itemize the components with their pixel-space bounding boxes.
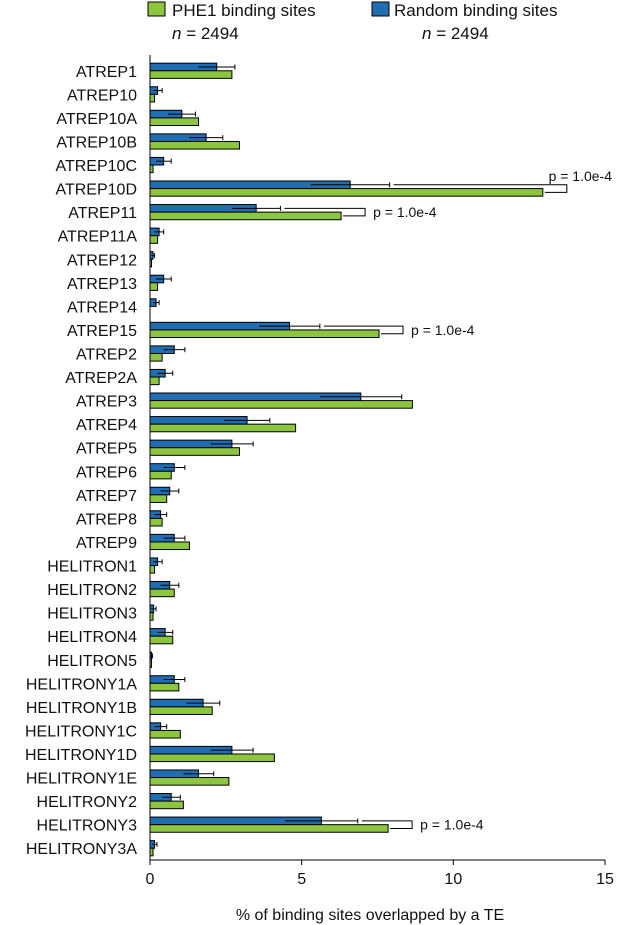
- p-value-label-helitrony3: p = 1.0e-4: [420, 817, 484, 833]
- bar-phe1-helitrony1c: [149, 729, 181, 739]
- bar-phe1-atrep10a: [149, 117, 200, 126]
- category-label-helitron3: HELITRON3: [47, 606, 137, 623]
- bar-phe1-helitrony1e: [149, 777, 230, 786]
- bar-phe1-atrep5: [149, 447, 240, 456]
- bar-phe1-atrep2: [149, 352, 163, 362]
- bar-phe1-atrep3: [149, 400, 413, 409]
- bar-phe1-atrep11a: [149, 235, 159, 244]
- bar-phe1-helitron2: [149, 588, 175, 598]
- category-label-helitrony1a: HELITRONY1A: [26, 676, 137, 693]
- category-labels: ATREP1 ATREP10 ATREP10A ATREP10B ATREP10C ATR…: [25, 64, 137, 858]
- bar-phe1-atrep8: [149, 517, 163, 527]
- bar-phe1-helitrony3: [149, 824, 389, 833]
- category-label-helitrony1b: HELITRONY1B: [26, 700, 137, 717]
- bar-phe1-helitron1: [149, 565, 156, 574]
- category-label-atrep13: ATREP13: [67, 276, 137, 293]
- legend-label-random: Random binding sites: [394, 1, 557, 20]
- bar-phe1-helitrony1b: [149, 706, 213, 715]
- x-axis-label: % of binding sites overlapped by a TE: [236, 907, 504, 924]
- category-label-atrep15: ATREP15: [67, 323, 137, 340]
- legend-n-value-random: = 2494: [436, 24, 488, 43]
- bar-phe1-atrep10b: [149, 140, 240, 150]
- x-tick-label-10: 10: [444, 871, 462, 888]
- legend-n-symbol-phe1: n: [172, 24, 181, 43]
- bar-phe1-helitron4: [149, 635, 174, 645]
- plot-area: [149, 62, 544, 857]
- x-axis: 0 5 10 15: [146, 55, 614, 888]
- legend-label-phe1: PHE1 binding sites: [172, 1, 316, 20]
- bar-phe1-atrep7: [149, 494, 168, 503]
- category-label-helitrony3a: HELITRONY3A: [26, 841, 137, 858]
- category-label-atrep8: ATREP8: [76, 511, 137, 528]
- category-label-atrep1: ATREP1: [76, 64, 137, 81]
- bar-phe1-atrep6: [149, 470, 172, 480]
- bar-phe1-atrep10: [149, 93, 156, 103]
- category-label-atrep10c: ATREP10C: [55, 158, 137, 175]
- category-label-helitrony1e: HELITRONY1E: [26, 771, 137, 788]
- category-label-atrep11a: ATREP11A: [58, 229, 138, 246]
- p-value-label-atrep10d: p = 1.0e-4: [549, 168, 613, 184]
- category-label-atrep5: ATREP5: [76, 441, 137, 458]
- significance-bracket-atrep15: [323, 325, 404, 335]
- significance-bracket-atrep11: [284, 207, 366, 217]
- p-value-label-atrep11: p = 1.0e-4: [373, 204, 437, 220]
- category-label-atrep2: ATREP2: [76, 346, 137, 363]
- bar-phe1-atrep9: [149, 541, 190, 551]
- p-value-label-atrep15: p = 1.0e-4: [411, 322, 475, 338]
- category-label-helitron5: HELITRON5: [47, 653, 137, 670]
- legend-swatch-phe1: [147, 1, 166, 17]
- category-label-helitron4: HELITRON4: [47, 629, 137, 646]
- category-label-atrep9: ATREP9: [76, 535, 137, 552]
- legend-n-value-phe1: = 2494: [186, 24, 238, 43]
- bar-phe1-atrep1: [149, 70, 233, 79]
- bar-phe1-atrep11: [149, 211, 342, 221]
- category-label-helitrony3: HELITRONY3: [37, 818, 138, 835]
- legend-n-phe1: n = 2494: [172, 24, 239, 43]
- category-label-atrep10a: ATREP10A: [56, 111, 137, 128]
- annotations: p = 1.0e-4 p = 1.0e-4 p = 1.0e-4 p = 1.0e-4: [284, 168, 612, 833]
- significance-bracket-helitrony3: [361, 820, 413, 829]
- category-label-atrep4: ATREP4: [76, 417, 137, 434]
- legend: PHE1 binding sites n = 2494 Random bindi…: [147, 1, 557, 43]
- x-tick-label-5: 5: [297, 871, 306, 888]
- legend-n-symbol-random: n: [422, 24, 431, 43]
- category-label-atrep11: ATREP11: [68, 205, 137, 222]
- category-label-atrep2a: ATREP2A: [65, 370, 137, 387]
- bar-phe1-atrep15: [149, 329, 380, 339]
- category-label-atrep3: ATREP3: [76, 394, 137, 411]
- x-tick-label-15: 15: [596, 871, 614, 888]
- bar-phe1-atrep10d: [149, 188, 544, 197]
- bar-phe1-helitrony2: [149, 800, 184, 810]
- category-label-atrep14: ATREP14: [67, 299, 137, 316]
- significance-bracket-atrep10d: [393, 184, 568, 193]
- category-label-helitron1: HELITRON1: [47, 559, 137, 576]
- category-label-helitron2: HELITRON2: [47, 582, 137, 599]
- bar-phe1-helitrony1d: [149, 753, 275, 763]
- bar-phe1-atrep2a: [149, 376, 160, 386]
- category-label-atrep10d: ATREP10D: [55, 182, 137, 199]
- legend-swatch-random: [371, 1, 390, 17]
- category-label-helitrony1d: HELITRONY1D: [25, 747, 137, 764]
- category-label-helitrony1c: HELITRONY1C: [25, 723, 137, 740]
- x-tick-label-0: 0: [146, 871, 155, 888]
- category-label-atrep10b: ATREP10B: [56, 134, 137, 151]
- category-label-atrep10: ATREP10: [67, 87, 137, 104]
- category-label-atrep12: ATREP12: [67, 252, 137, 269]
- legend-n-random: n = 2494: [422, 24, 489, 43]
- bar-phe1-atrep13: [149, 282, 159, 291]
- category-label-helitrony2: HELITRONY2: [37, 794, 138, 811]
- bar-phe1-helitrony1a: [149, 682, 180, 692]
- category-label-atrep6: ATREP6: [76, 464, 137, 481]
- category-label-atrep7: ATREP7: [76, 488, 137, 505]
- bar-phe1-atrep4: [149, 423, 297, 433]
